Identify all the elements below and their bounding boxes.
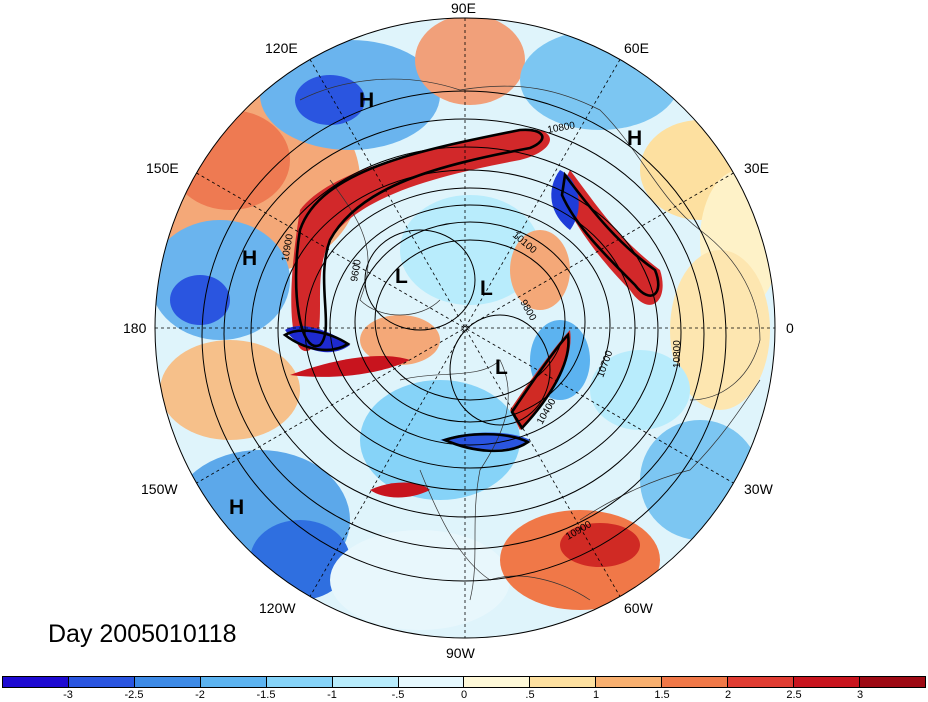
colorbar-segment — [398, 677, 465, 687]
graticule — [155, 18, 775, 638]
colorbar-tick-label: -.5 — [391, 689, 405, 701]
colorbar-tick-label: -1 — [327, 689, 337, 701]
colorbar-segment — [596, 677, 663, 687]
contour-label: 10800 — [672, 340, 683, 368]
colorbar-segment — [859, 677, 925, 687]
lon-label-30w: 30W — [744, 481, 773, 497]
colorbar-segment — [728, 677, 795, 687]
map-title: Day 2005010118 — [48, 620, 237, 648]
lon-label-180: 180 — [123, 320, 147, 336]
contour-label: 9600 — [349, 258, 364, 282]
lon-label-120e: 120E — [265, 40, 298, 56]
lon-label-60e: 60E — [624, 40, 649, 56]
low-pressure-marker: L — [480, 277, 493, 300]
colorbar-tick-label: 1.5 — [654, 689, 670, 701]
high-pressure-marker: H — [359, 89, 375, 112]
high-pressure-marker: H — [229, 496, 245, 519]
low-pressure-marker: L — [495, 356, 508, 379]
lon-label-150w: 150W — [141, 481, 178, 497]
lon-label-90e: 90E — [451, 0, 476, 16]
colorbar-segment — [3, 677, 69, 687]
lon-label-120w: 120W — [259, 600, 296, 616]
colorbar-segment — [794, 677, 860, 687]
colorbar-segment — [134, 677, 201, 687]
high-pressure-marker: H — [627, 127, 643, 150]
colorbar-segment — [200, 677, 267, 687]
colorbar-tick-label: 3 — [856, 689, 864, 701]
map-boundary — [154, 17, 776, 639]
colorbar-tick-label: 0 — [460, 689, 468, 701]
colorbar-tick-label: .5 — [525, 689, 535, 701]
colorbar-tick-label: -2.5 — [124, 689, 144, 701]
colorbar-tick-label: -2 — [195, 689, 205, 701]
contour-label: 10900 — [280, 233, 296, 263]
colorbar-tick-label: 2 — [724, 689, 732, 701]
contour-label: 10800 — [547, 120, 577, 136]
lon-label-90w: 90W — [446, 645, 475, 661]
colorbar-tick-label: -3 — [63, 689, 73, 701]
colorbar-segment — [530, 677, 597, 687]
colorbar-segment — [464, 677, 531, 687]
colorbar — [2, 676, 926, 688]
colorbar-segment — [266, 677, 333, 687]
jet-streak-contours — [282, 128, 660, 453]
colorbar-tick-label: -1.5 — [256, 689, 276, 701]
colorbar-segment — [68, 677, 135, 687]
lon-label-30e: 30E — [744, 160, 769, 176]
low-pressure-marker: L — [395, 265, 408, 288]
colorbar-tick-label: 2.5 — [786, 689, 802, 701]
lon-label-150e: 150E — [146, 160, 179, 176]
lon-label-0: 0 — [786, 320, 794, 336]
lon-label-60w: 60W — [624, 600, 653, 616]
high-pressure-marker: H — [242, 247, 258, 270]
colorbar-segment — [332, 677, 399, 687]
colorbar-tick-label: 1 — [592, 689, 600, 701]
colorbar-segment — [662, 677, 729, 687]
